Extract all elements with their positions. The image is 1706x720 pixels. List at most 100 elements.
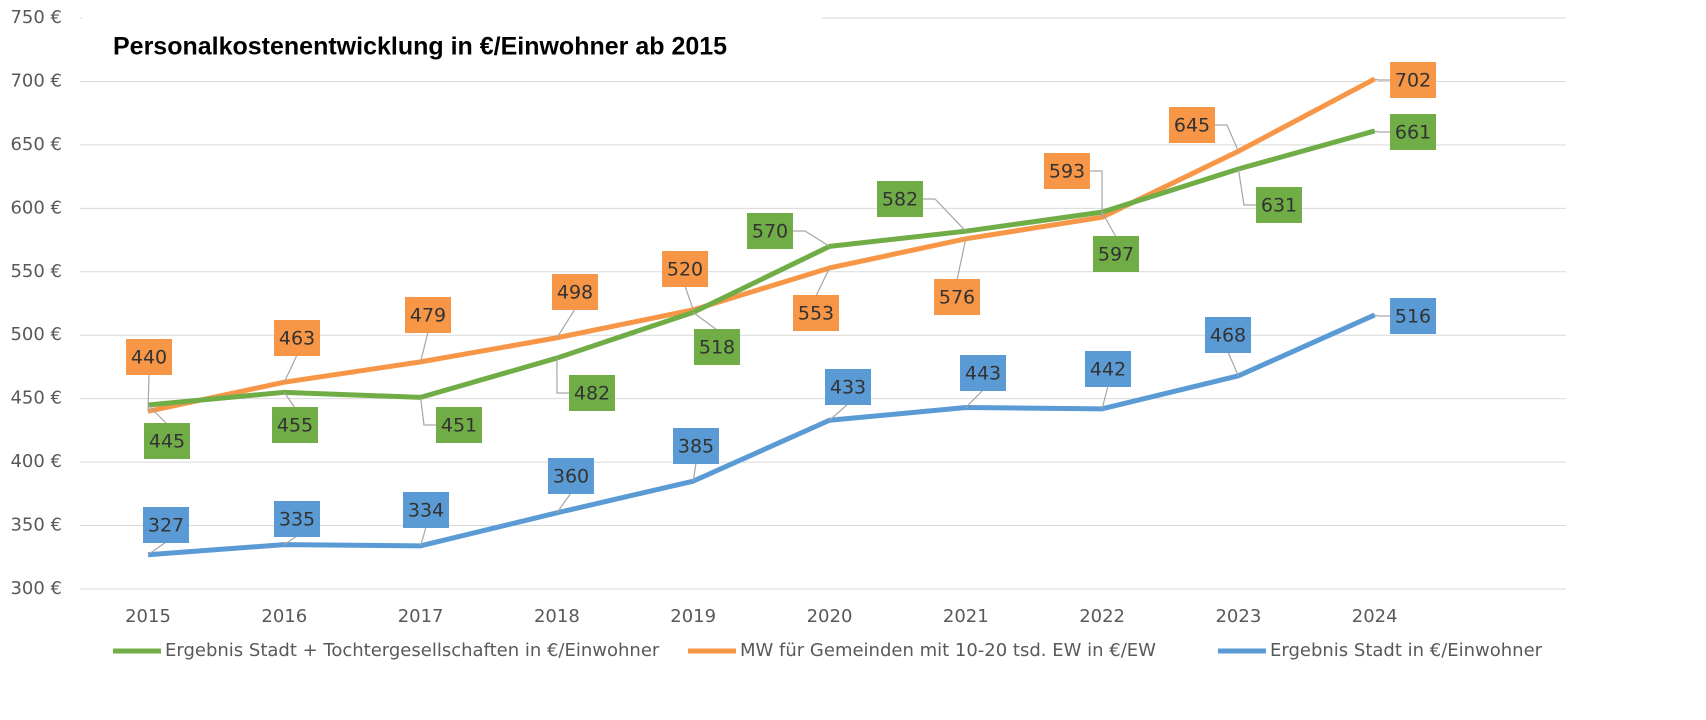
leader-line xyxy=(815,267,831,297)
x-tick-label: 2019 xyxy=(670,606,716,627)
x-tick-label: 2020 xyxy=(807,606,853,627)
data-label: 442 xyxy=(1090,359,1126,381)
data-label-box xyxy=(694,329,740,365)
leader-line xyxy=(684,285,694,311)
data-label-box xyxy=(662,251,708,287)
leader-line xyxy=(1374,78,1390,81)
leader-line xyxy=(1374,314,1390,317)
leader-line xyxy=(1215,124,1239,152)
data-label: 455 xyxy=(277,415,313,437)
data-label: 451 xyxy=(441,415,477,437)
data-label-box xyxy=(673,428,719,464)
leader-line xyxy=(1237,168,1256,206)
data-label: 468 xyxy=(1210,325,1246,347)
legend-label: MW für Gemeinden mit 10-20 tsd. EW in €/… xyxy=(740,640,1156,661)
x-tick-label: 2023 xyxy=(1215,606,1261,627)
data-label-box xyxy=(747,213,793,249)
leader-line xyxy=(1227,351,1239,377)
leader-line xyxy=(692,462,697,482)
leader-line xyxy=(1101,385,1109,409)
data-label-box xyxy=(877,181,923,217)
leader-line xyxy=(420,526,427,547)
y-tick-label: 450 € xyxy=(10,388,62,409)
leader-line xyxy=(283,391,296,409)
data-label: 433 xyxy=(830,377,866,399)
x-tick-label: 2021 xyxy=(943,606,989,627)
data-label: 597 xyxy=(1098,244,1134,266)
data-label-box xyxy=(1390,114,1436,150)
data-label-box xyxy=(569,375,615,411)
leader-line xyxy=(1374,130,1390,133)
leader-line xyxy=(147,404,168,425)
data-label: 661 xyxy=(1395,122,1431,144)
data-label-box xyxy=(1169,107,1215,143)
x-tick-label: 2015 xyxy=(125,606,171,627)
x-tick-label: 2022 xyxy=(1079,606,1125,627)
y-tick-label: 600 € xyxy=(10,197,62,218)
data-label-box xyxy=(1390,298,1436,334)
data-label-box xyxy=(960,355,1006,391)
title-background xyxy=(82,10,822,72)
leader-line xyxy=(420,397,436,426)
leader-line xyxy=(956,238,967,281)
data-label: 576 xyxy=(939,287,975,309)
data-label: 553 xyxy=(798,303,834,325)
leader-line xyxy=(556,358,569,394)
leader-line xyxy=(965,389,984,408)
data-label: 479 xyxy=(410,305,446,327)
y-tick-label: 650 € xyxy=(10,134,62,155)
x-tick-label: 2017 xyxy=(398,606,444,627)
legend-label: Ergebnis Stadt in €/Einwohner xyxy=(1270,640,1543,661)
data-label: 520 xyxy=(667,259,703,281)
data-label: 445 xyxy=(149,431,185,453)
series-line xyxy=(147,312,1376,558)
y-tick-label: 700 € xyxy=(10,70,62,91)
x-tick-label: 2016 xyxy=(261,606,307,627)
data-label: 327 xyxy=(148,515,184,537)
leader-line xyxy=(556,308,576,339)
data-label-box xyxy=(1085,351,1131,387)
data-label: 593 xyxy=(1049,161,1085,183)
y-tick-label: 350 € xyxy=(10,515,62,536)
leader-line xyxy=(829,403,849,421)
leader-line xyxy=(923,198,967,232)
data-label: 570 xyxy=(752,221,788,243)
leader-line xyxy=(283,535,298,546)
leader-line xyxy=(283,354,298,383)
leader-line xyxy=(1090,170,1103,218)
data-label-box xyxy=(144,423,190,459)
data-label-box xyxy=(1093,236,1139,272)
legend-label: Ergebnis Stadt + Tochtergesellschaften i… xyxy=(165,640,660,661)
data-label-box xyxy=(1256,187,1302,223)
data-label-box xyxy=(548,458,594,494)
leader-line xyxy=(793,230,830,247)
data-label: 516 xyxy=(1395,306,1431,328)
chart-title: Personalkostenentwicklung in €/Einwohner… xyxy=(113,33,727,61)
data-label-box xyxy=(274,501,320,537)
leader-line xyxy=(420,331,429,363)
data-label: 582 xyxy=(882,189,918,211)
y-tick-label: 400 € xyxy=(10,451,62,472)
data-label-box xyxy=(274,320,320,356)
data-label-box xyxy=(143,507,189,543)
data-label-box xyxy=(272,407,318,443)
x-tick-label: 2018 xyxy=(534,606,580,627)
data-label: 335 xyxy=(279,509,315,531)
data-label-box xyxy=(126,339,172,375)
leader-line xyxy=(692,311,718,331)
data-label-box xyxy=(1044,153,1090,189)
data-label-box xyxy=(436,407,482,443)
data-label: 440 xyxy=(131,347,167,369)
leader-line xyxy=(147,373,150,412)
series-line xyxy=(147,128,1376,408)
y-tick-label: 300 € xyxy=(10,578,62,599)
data-label-box xyxy=(825,369,871,405)
data-label: 498 xyxy=(557,282,593,304)
data-label: 443 xyxy=(965,363,1001,385)
data-label: 645 xyxy=(1174,115,1210,137)
data-label-box xyxy=(403,492,449,528)
data-label: 334 xyxy=(408,500,444,522)
y-tick-label: 550 € xyxy=(10,261,62,282)
data-label: 463 xyxy=(279,328,315,350)
